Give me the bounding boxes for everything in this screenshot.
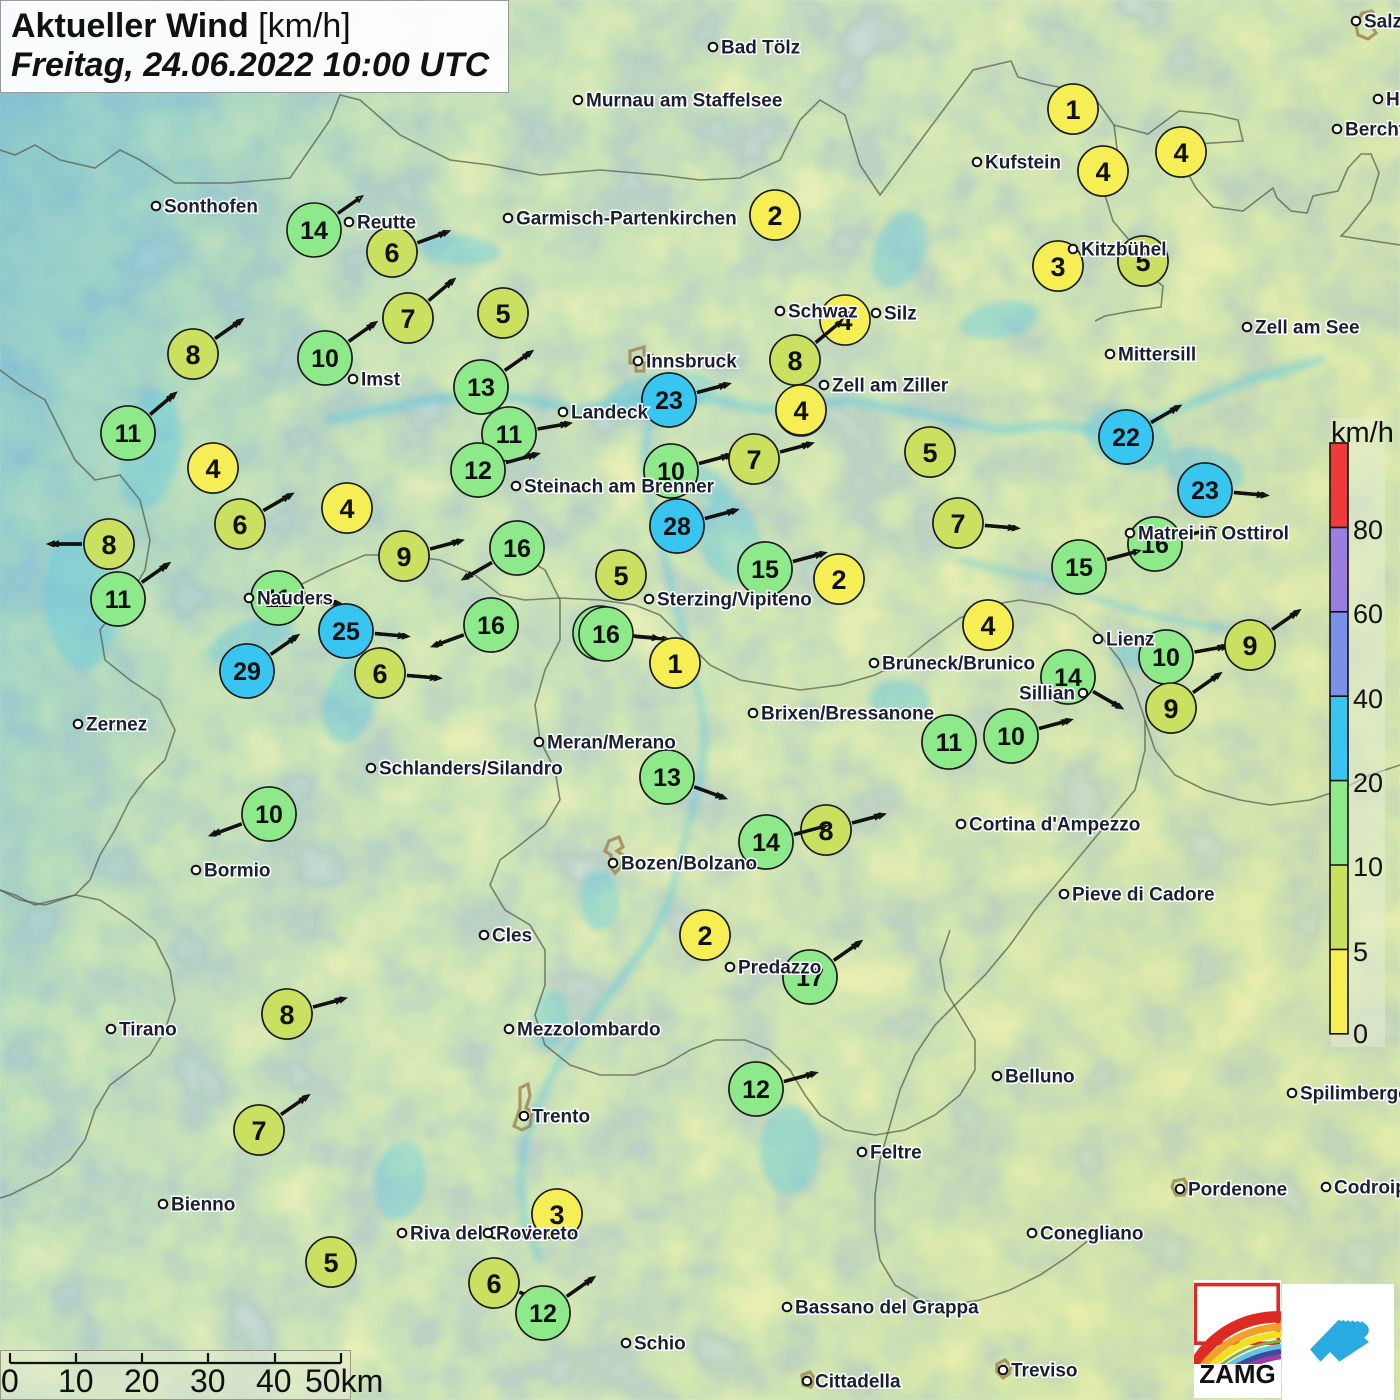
svg-text:ZAMG: ZAMG	[1199, 1359, 1276, 1389]
svg-text:40: 40	[256, 1363, 292, 1399]
svg-text:30: 30	[190, 1363, 226, 1399]
svg-text:50km: 50km	[305, 1363, 383, 1399]
svg-text:10: 10	[58, 1363, 94, 1399]
svg-text:20: 20	[124, 1363, 160, 1399]
svg-text:0: 0	[1, 1363, 19, 1399]
